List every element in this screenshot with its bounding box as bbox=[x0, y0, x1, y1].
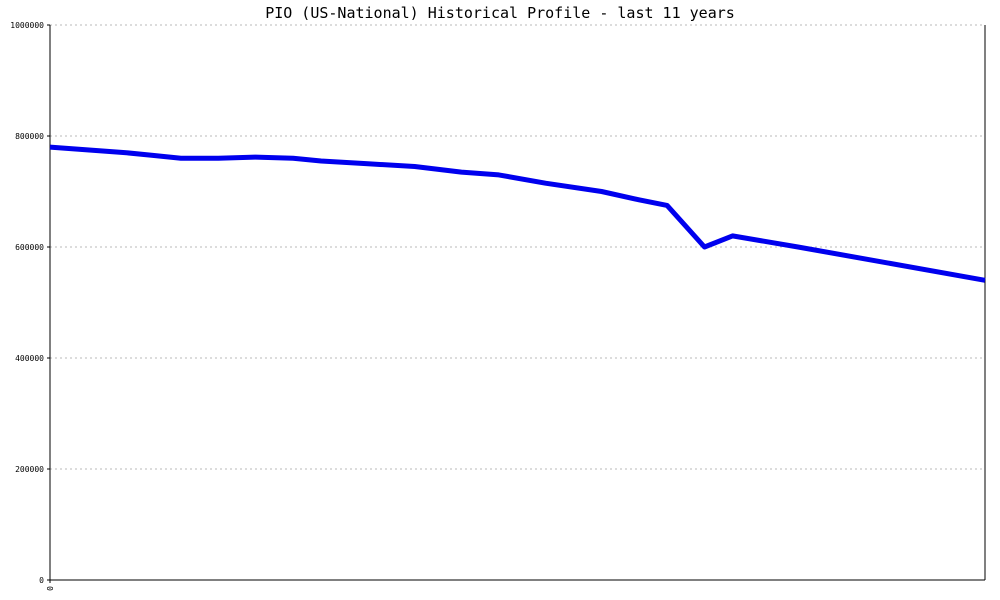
y-axis-tick-labels: 0 200000 400000 600000 800000 1000000 bbox=[10, 21, 50, 585]
y-tick-label: 200000 bbox=[15, 465, 44, 474]
chart-title: PIO (US-National) Historical Profile - l… bbox=[265, 4, 735, 22]
y-tick-label: 0 bbox=[39, 576, 44, 585]
grid-lines bbox=[50, 24, 985, 470]
y-tick-label: 800000 bbox=[15, 132, 44, 141]
y-tick-label: 600000 bbox=[15, 243, 44, 252]
series-layer bbox=[49, 144, 986, 283]
x-tick-label: 0 bbox=[46, 586, 55, 591]
y-tick-label: 400000 bbox=[15, 354, 44, 363]
x-axis-tick-labels: 0 bbox=[46, 580, 55, 591]
series-line bbox=[49, 144, 986, 283]
y-tick-label: 1000000 bbox=[10, 21, 44, 30]
